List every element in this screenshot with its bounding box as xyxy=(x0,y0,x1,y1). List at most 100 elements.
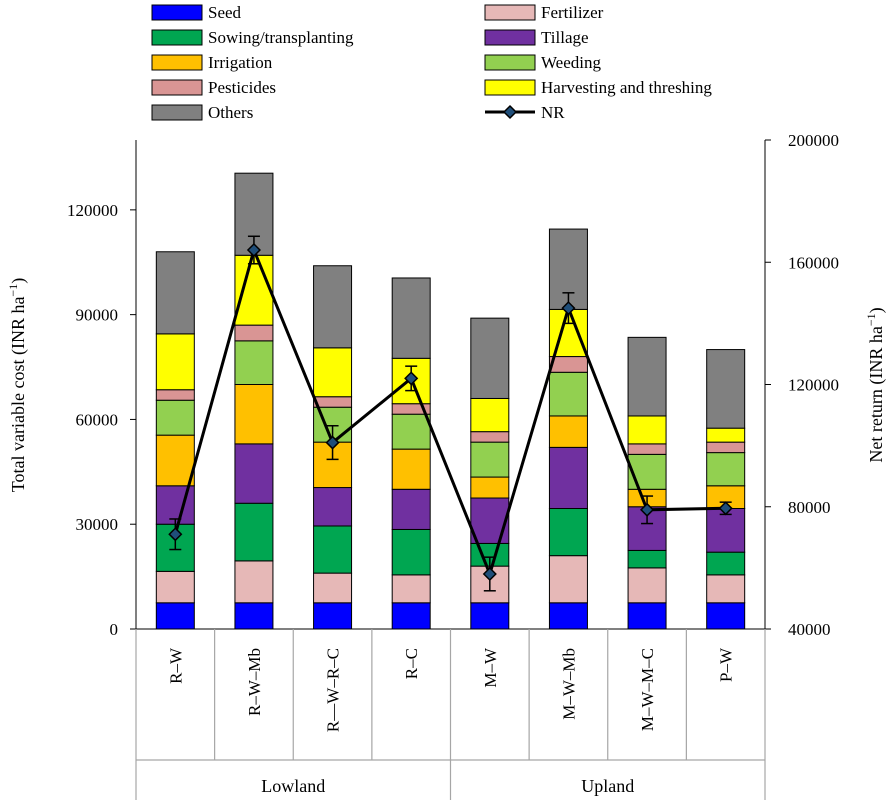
bar-weeding-1 xyxy=(155,399,195,436)
category-axis: R–W R–W–Mb R––W–R–C R–C M–W M–W–Mb M–W–M–C P–W L… xyxy=(135,629,766,800)
legend-item-tillage: Tillage xyxy=(484,28,589,47)
legend-label: NR xyxy=(541,103,565,122)
bar-sowing-transplanting-6 xyxy=(548,507,588,557)
legend-item-seed: Seed xyxy=(151,3,242,22)
bar-harvesting-and-threshing-5 xyxy=(470,397,510,433)
y2-axis-title: Net return (INR ha−1) xyxy=(864,307,887,462)
legend-label: Others xyxy=(208,103,253,122)
legend-swatch-irrigation xyxy=(151,54,203,71)
legend-swatch-pesticides xyxy=(151,79,203,96)
bar-irrigation-3 xyxy=(313,441,353,489)
x-tick-label: M–W xyxy=(481,647,500,688)
bar-seed-8 xyxy=(706,602,746,630)
net-return-line xyxy=(168,235,733,592)
bar-pesticides-1 xyxy=(155,389,195,401)
bar-irrigation-4 xyxy=(391,448,431,490)
legend-item-pesticides: Pesticides xyxy=(151,78,276,97)
legend-swatch-weeding xyxy=(484,54,536,71)
nr-point-2 xyxy=(246,242,261,258)
bar-weeding-4 xyxy=(391,413,431,450)
legend-label: Pesticides xyxy=(208,78,276,97)
bar-harvesting-and-threshing-7 xyxy=(627,415,667,445)
bar-irrigation-2 xyxy=(234,384,274,445)
bar-fertilizer-7 xyxy=(627,567,667,604)
legend-item-weeding: Weeding xyxy=(484,53,601,72)
bar-seed-6 xyxy=(548,602,588,630)
legend-label: Tillage xyxy=(541,28,589,47)
x-tick-label: R–C xyxy=(402,648,421,679)
bar-tillage-3 xyxy=(313,487,353,527)
nr-point-1 xyxy=(168,527,183,542)
legend-label: Irrigation xyxy=(208,53,273,72)
nr-point-4 xyxy=(404,371,419,386)
nr-point-7 xyxy=(640,502,655,517)
y2-tick-label: 80000 xyxy=(788,498,831,517)
x-tick-label: M–W–M–C xyxy=(638,648,657,731)
bar-pesticides-2 xyxy=(234,324,274,342)
bar-fertilizer-6 xyxy=(548,555,588,604)
legend-item-sowing-transplanting: Sowing/transplanting xyxy=(151,28,354,47)
bar-weeding-8 xyxy=(706,452,746,487)
legend-item-irrigation: Irrigation xyxy=(151,53,273,72)
y2-tick-label: 160000 xyxy=(788,253,839,272)
y2-tick-label: 200000 xyxy=(788,131,839,150)
bar-weeding-5 xyxy=(470,441,510,478)
y-axis-title: Total variable cost (INR ha−1) xyxy=(6,278,29,492)
y-tick-label: 30000 xyxy=(76,515,119,534)
bar-others-1 xyxy=(155,251,195,335)
legend-item-fertilizer: Fertilizer xyxy=(484,3,604,22)
bar-fertilizer-8 xyxy=(706,574,746,604)
stacked-bars xyxy=(155,172,746,630)
x-tick-label: R––W–R–C xyxy=(324,648,343,732)
bar-fertilizer-4 xyxy=(391,574,431,604)
bar-weeding-7 xyxy=(627,453,667,490)
bar-sowing-transplanting-4 xyxy=(391,528,431,576)
bar-harvesting-and-threshing-8 xyxy=(706,427,746,443)
bar-others-5 xyxy=(470,317,510,399)
bar-pesticides-5 xyxy=(470,431,510,443)
bar-harvesting-and-threshing-1 xyxy=(155,333,195,391)
bar-pesticides-3 xyxy=(313,396,353,408)
legend-swatch-tillage xyxy=(484,29,536,46)
bar-sowing-transplanting-8 xyxy=(706,551,746,576)
y-tick-label: 60000 xyxy=(76,410,119,429)
bar-seed-2 xyxy=(234,602,274,630)
nr-point-5 xyxy=(482,566,497,582)
bar-seed-5 xyxy=(470,602,510,630)
nr-point-8 xyxy=(718,501,733,516)
bar-fertilizer-2 xyxy=(234,560,274,604)
legend-item-nr: NR xyxy=(485,103,565,122)
x-tick-label: R–W xyxy=(166,647,185,684)
bar-tillage-2 xyxy=(234,443,274,504)
bar-fertilizer-1 xyxy=(155,570,195,604)
bar-tillage-6 xyxy=(548,446,588,509)
bar-harvesting-and-threshing-2 xyxy=(234,254,274,326)
legend: Seed Fertilizer Sowing/transplanting Tillag… xyxy=(151,3,712,122)
legend-marker-nr xyxy=(502,104,518,120)
bar-sowing-transplanting-3 xyxy=(313,525,353,574)
legend-swatch-harvesting-and-threshing xyxy=(484,79,536,96)
legend-swatch-fertilizer xyxy=(484,4,536,21)
legend-label: Weeding xyxy=(541,53,601,72)
nr-point-6 xyxy=(561,301,576,316)
y-tick-label: 0 xyxy=(110,620,119,639)
x-tick-label: M–W–Mb xyxy=(559,648,578,720)
bar-others-7 xyxy=(627,336,667,417)
legend-label: Sowing/transplanting xyxy=(208,28,354,47)
bar-weeding-2 xyxy=(234,340,274,386)
bar-pesticides-8 xyxy=(706,441,746,454)
bar-weeding-6 xyxy=(548,371,588,417)
bar-seed-4 xyxy=(391,602,431,630)
legend-swatch-others xyxy=(151,104,203,121)
legend-label: Seed xyxy=(208,3,242,22)
legend-item-others: Others xyxy=(151,103,253,122)
bar-tillage-4 xyxy=(391,488,431,530)
group-label-upland: Upland xyxy=(581,776,634,796)
axes: 0 30000 60000 90000 120000 40000 80000 120000 16… xyxy=(67,131,839,639)
bar-others-3 xyxy=(313,265,353,349)
legend-swatch-sowing-transplanting xyxy=(151,29,203,46)
bar-sowing-transplanting-2 xyxy=(234,502,274,562)
x-tick-label: P–W xyxy=(717,647,736,682)
bar-irrigation-6 xyxy=(548,415,588,448)
